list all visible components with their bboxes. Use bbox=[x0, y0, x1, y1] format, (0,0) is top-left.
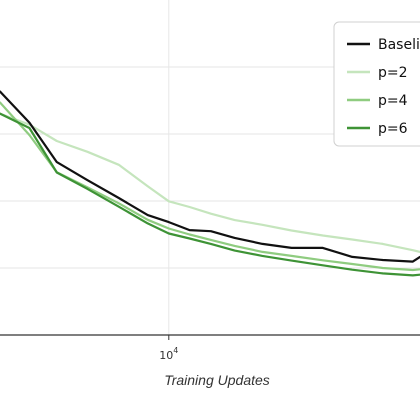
x-axis-title: Training Updates bbox=[164, 372, 270, 388]
axis-layer: 104 bbox=[0, 334, 420, 362]
legend-label-1: Baseline bbox=[378, 37, 420, 53]
series-line-p-2 bbox=[0, 112, 420, 253]
legend-frame bbox=[333, 21, 420, 147]
series-layer bbox=[0, 90, 420, 277]
x-tick-label-1: 104 bbox=[159, 346, 178, 362]
legend-label-4: p=6 bbox=[378, 121, 408, 137]
legend-label-2: p=2 bbox=[378, 65, 408, 81]
legend-label-3: p=4 bbox=[378, 93, 408, 109]
series-line-p-6 bbox=[0, 112, 420, 277]
series-line-baseline bbox=[0, 90, 420, 263]
legend: Baseline p=2 p=4 p=6 bbox=[333, 21, 420, 147]
legend-items: Baseline p=2 p=4 p=6 bbox=[347, 37, 420, 137]
